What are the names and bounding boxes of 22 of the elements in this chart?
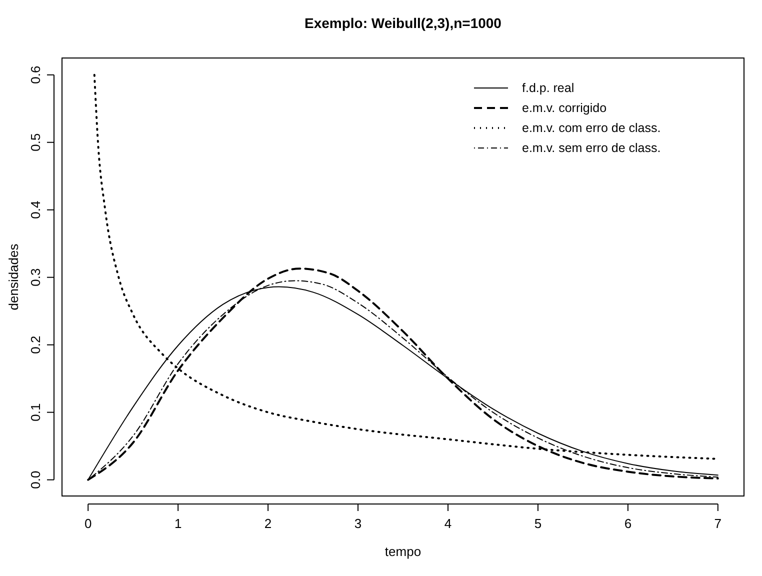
y-tick-label: 0.4 <box>28 200 43 219</box>
y-tick-label: 0.6 <box>28 66 43 84</box>
y-tick-label: 0.1 <box>28 403 43 422</box>
x-tick-label: 7 <box>714 516 722 531</box>
y-axis-title: densidades <box>6 243 21 310</box>
y-tick-label: 0.3 <box>28 268 43 286</box>
x-tick-label: 3 <box>354 516 362 531</box>
y-tick-label: 0.0 <box>28 470 43 489</box>
legend-label: e.m.v. sem erro de class. <box>522 141 661 155</box>
x-tick-label: 4 <box>444 516 452 531</box>
x-tick-label: 6 <box>624 516 632 531</box>
x-tick-label: 0 <box>84 516 92 531</box>
x-tick-label: 5 <box>534 516 542 531</box>
chart-title: Exemplo: Weibull(2,3),n=1000 <box>304 15 502 31</box>
x-axis-title: tempo <box>384 544 422 559</box>
legend-label: f.d.p. real <box>522 81 574 95</box>
legend-label: e.m.v. com erro de class. <box>522 121 661 135</box>
x-tick-label: 1 <box>174 516 182 531</box>
y-tick-label: 0.2 <box>28 336 43 354</box>
legend-label: e.m.v. corrigido <box>522 101 607 115</box>
x-tick-label: 2 <box>264 516 272 531</box>
y-tick-label: 0.5 <box>28 133 43 152</box>
